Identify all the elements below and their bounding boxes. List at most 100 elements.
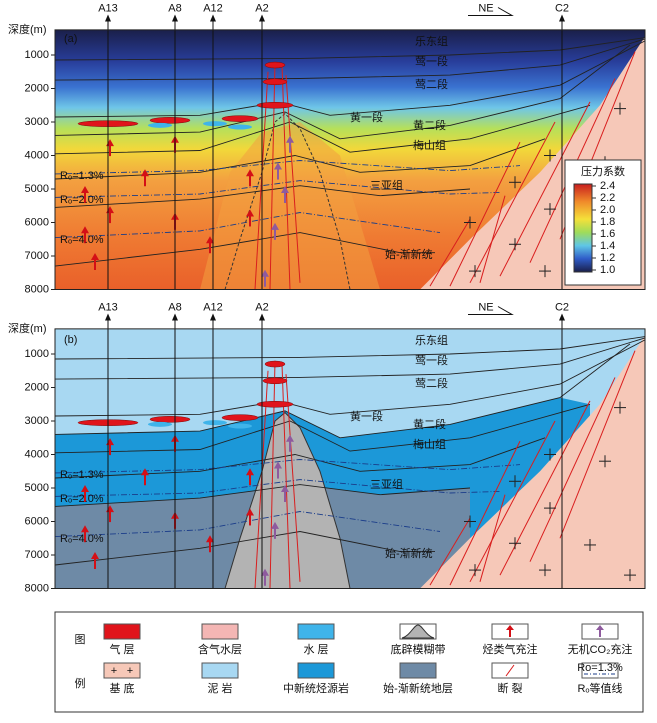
legend-swatch [201, 662, 239, 679]
formation-label: 黄二段 [413, 417, 446, 431]
fault [479, 494, 506, 582]
horizon [54, 437, 546, 479]
horizon [54, 336, 646, 360]
horizon [54, 44, 631, 140]
legend-icon [505, 664, 515, 677]
horizon [54, 337, 646, 380]
colorbar-scale [573, 183, 593, 273]
legend-label: 基 底 [109, 681, 134, 695]
fault [529, 377, 616, 562]
fault [285, 75, 301, 283]
horizon [54, 484, 471, 507]
legend-label: 含气水层 [198, 642, 242, 656]
co2-charge-arrow [271, 521, 279, 529]
legend-label: 无机CO₂充注 [568, 642, 633, 656]
fault [479, 195, 506, 283]
gas-layer [149, 117, 191, 124]
diapir-high-pressure [200, 122, 380, 290]
legend-title: 图 [75, 633, 86, 646]
depth-tick-label: 2000 [25, 381, 49, 393]
well-label: A2 [255, 301, 268, 313]
fault [469, 121, 556, 284]
fault [269, 360, 276, 589]
fault [269, 61, 276, 290]
well-label: A13 [98, 2, 118, 14]
colorbar-tick-label: 2.2 [600, 192, 615, 204]
colorbar-tick-label: 1.0 [600, 264, 615, 276]
colorbar-tick-label: 1.4 [600, 240, 615, 252]
legend-title: 例 [75, 676, 86, 690]
co2-charge-arrow [286, 135, 294, 143]
formation-label: 黄一段 [350, 110, 383, 124]
legend-label: 始-渐新统地层 [383, 681, 453, 695]
formation-label: 莺一段 [415, 353, 448, 367]
depth-tick-label: 5000 [25, 482, 49, 494]
ro-label: Rₒ=4.0% [60, 234, 104, 246]
well-head [559, 313, 565, 321]
horizon [54, 38, 646, 81]
well-label: A12 [203, 2, 223, 14]
water-layer [203, 420, 227, 426]
co2-charge-arrow [274, 162, 282, 170]
gas-layer [262, 78, 288, 86]
gas-layer [264, 360, 286, 368]
water-layer [228, 423, 252, 429]
well-label: A13 [98, 301, 118, 313]
depth-tick-label: 6000 [25, 515, 49, 527]
colorbar-tick-label: 2.0 [600, 204, 615, 216]
axis-label: 深度(m) [8, 321, 47, 335]
legend: 图例 气 层 含气水层 水 层 底辟模糊带 烃类气充注 无机CO₂充注 + + 基 底 泥 岩 中新统… [54, 611, 644, 713]
co2-charge-arrow [281, 485, 289, 492]
well-head [259, 14, 265, 22]
direction-arrow [468, 306, 514, 315]
horizon [54, 531, 435, 566]
diapir-outline [224, 112, 351, 290]
axis-label: 深度(m) [8, 22, 47, 36]
legend-swatch [103, 623, 141, 640]
panel-label: (b) [64, 334, 77, 346]
basement [420, 335, 645, 589]
ro-label: Rₒ=2.0% [60, 194, 104, 206]
legend-swatch [297, 623, 335, 640]
hc-charge-arrow [206, 236, 214, 244]
well-head [105, 313, 111, 321]
legend-icon [506, 625, 514, 630]
formation-label: 始-渐新统 [385, 546, 433, 560]
gas-layer [256, 401, 294, 408]
fault [429, 517, 471, 586]
formation-label: 三亚组 [370, 178, 403, 192]
depth-tick-label: 8000 [25, 582, 49, 594]
panel: A13 A8 A12 A2 C2 NE (b) 深度(m) 1000 2000 3000 4000 50… [8, 301, 646, 594]
horizon [54, 40, 646, 118]
well-head [210, 313, 216, 321]
hc-charge-arrow [246, 209, 254, 217]
legend-swatch [103, 662, 141, 679]
direction: NE [478, 2, 493, 14]
legend-swatch [297, 662, 335, 679]
colorbar: 压力系数 2.42.22.01.81.61.41.21.0 [564, 159, 642, 286]
formation-label: 始-渐新统 [385, 247, 433, 261]
legend-label: Rₒ等值线 [577, 681, 622, 695]
legend-label: 烃类气充注 [483, 642, 538, 656]
colorbar-tick-label: 1.2 [600, 252, 615, 264]
panel: A13 A8 A12 A2 C2 NE (a) 深度(m) 1000 2000 3000 4000 50… [8, 2, 646, 295]
water-layer [148, 122, 172, 128]
formation-label: 莺一段 [415, 54, 448, 68]
depth-tick-label: 3000 [25, 116, 49, 128]
well-head [210, 14, 216, 22]
legend-label: 气 层 [109, 642, 134, 656]
hc-charge-arrow [81, 226, 89, 234]
co2-charge-arrow [261, 269, 269, 277]
gas-layer [221, 115, 259, 122]
well-label: A2 [255, 2, 268, 14]
well-head [105, 14, 111, 22]
colorbar-tick-label: 1.8 [600, 216, 615, 228]
horizon [54, 339, 646, 417]
gas-layer [149, 416, 191, 423]
depth-tick-label: 6000 [25, 216, 49, 228]
ro-label: Rₒ=1.3% [60, 469, 104, 481]
formation-label: 三亚组 [370, 477, 403, 491]
direction-arrow [468, 7, 514, 16]
ro-isoline [54, 459, 521, 474]
ro-label: Rₒ=2.0% [60, 493, 104, 505]
